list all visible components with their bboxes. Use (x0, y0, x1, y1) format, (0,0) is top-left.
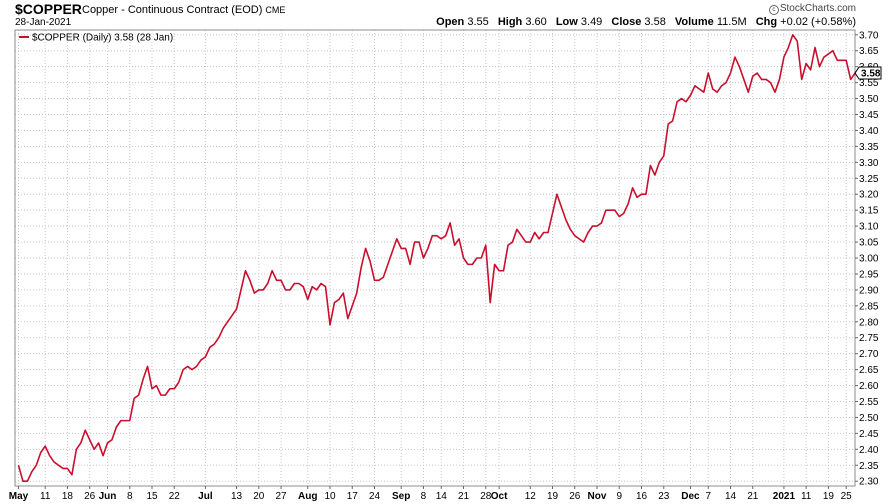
x-tick-label: Sep (392, 491, 410, 502)
description-text: Copper - Continuous Contract (EOD) (82, 4, 263, 16)
copyright-icon: c (768, 5, 779, 15)
y-tick-label: 3.10 (859, 222, 879, 233)
x-tick-label: 27 (275, 491, 287, 502)
chg-label: Chg (755, 16, 778, 28)
y-tick-label: 2.30 (859, 477, 879, 488)
y-axis: 2.30 2.35 2.40 2.45 2.50 2.55 2.60 2.65 2.70 2.75… (855, 30, 879, 488)
x-tick-label: 11 (40, 491, 51, 502)
x-tick-label: Aug (298, 491, 317, 502)
last-value-box (854, 66, 882, 80)
volume-label: Volume (674, 16, 714, 28)
x-tick-label: 19 (823, 491, 835, 502)
high-value: 3.60 (525, 16, 547, 28)
x-tick-label: 9 (616, 491, 622, 502)
chart-legend: $COPPER (Daily) 3.58 (28 Jan) (19, 33, 173, 44)
x-tick-label: 16 (636, 491, 648, 502)
y-tick-label: 3.35 (859, 142, 879, 153)
x-tick-label: Jul (198, 491, 213, 502)
low-label: Low (555, 16, 578, 28)
y-tick-label: 3.55 (859, 78, 879, 89)
x-tick-label: May (9, 491, 29, 502)
last-value-label: 3.58 (861, 69, 881, 80)
x-tick-label: 28 (480, 491, 492, 502)
y-tick-label: 3.45 (859, 110, 879, 121)
y-tick-label: 3.15 (859, 206, 879, 217)
open-label: Open (436, 16, 465, 28)
y-tick-label: 3.50 (859, 94, 879, 105)
x-tick-label: Jun (99, 491, 117, 502)
x-tick-label: 2021 (773, 491, 796, 502)
x-axis: May 11 18 26 Jun 8 15 22 Jul 13 20 27 Aug 10 17 24 Sep 8 1… (9, 486, 852, 502)
exchange-label: CME (265, 5, 286, 15)
x-tick-label: 15 (146, 491, 158, 502)
x-tick-label: 18 (62, 491, 74, 502)
x-tick-label: 22 (169, 491, 181, 502)
y-tick-label: 2.50 (859, 413, 879, 424)
brand-logo[interactable]: c StockCharts.com (768, 3, 856, 15)
close-value: 3.58 (644, 16, 666, 28)
low-value: 3.49 (580, 16, 603, 28)
x-tick-label: 8 (421, 491, 427, 502)
chart-header: $COPPER Copper - Continuous Contract (EO… (0, 0, 896, 32)
x-tick-label: Oct (491, 491, 508, 502)
y-tick-label: 2.65 (859, 365, 879, 376)
last-value-marker: 3.58 (854, 66, 882, 80)
x-tick-label: 24 (369, 491, 381, 502)
symbol-description: Copper - Continuous Contract (EOD) CME (82, 4, 285, 16)
y-tick-label: 3.20 (859, 190, 879, 201)
x-tick-label: 26 (84, 491, 96, 502)
x-tick-label: 11 (801, 491, 812, 502)
y-tick-label: 3.05 (859, 238, 879, 249)
y-tick-label: 3.40 (859, 126, 879, 137)
y-tick-label: 2.35 (859, 461, 879, 472)
x-tick-label: 14 (725, 491, 737, 502)
y-tick-label: 2.45 (859, 429, 879, 440)
brand-text: StockCharts.com (779, 3, 856, 14)
x-tick-label: Nov (588, 491, 607, 502)
y-tick-label: 3.65 (859, 46, 879, 57)
x-tick-label: 17 (347, 491, 359, 502)
x-tick-label: 10 (324, 491, 336, 502)
x-tick-label: 20 (253, 491, 265, 502)
symbol-title: $COPPER (15, 1, 82, 17)
x-tick-label: 13 (231, 491, 243, 502)
y-tick-label: 2.80 (859, 317, 879, 328)
x-tick-label: 8 (127, 491, 133, 502)
y-tick-label: 3.00 (859, 254, 879, 265)
high-label: High (497, 16, 523, 28)
y-tick-label: 2.60 (859, 381, 879, 392)
x-tick-label: 12 (525, 491, 537, 502)
x-tick-label: 26 (569, 491, 581, 502)
y-tick-label: 2.70 (859, 349, 879, 360)
ohlc-readout: Open 3.55 High 3.60 Low 3.49 Close 3.58 … (430, 16, 856, 28)
chart-grid (15, 30, 855, 486)
y-tick-label: 2.40 (859, 445, 879, 456)
y-tick-label: 3.70 (859, 30, 879, 41)
x-tick-label: 14 (436, 491, 448, 502)
chart-date: 28-Jan-2021 (15, 17, 72, 28)
volume-value: 11.5M (716, 16, 747, 28)
copper-price-line (17, 33, 856, 483)
y-tick-label: 3.25 (859, 174, 879, 185)
x-tick-label: 21 (747, 491, 759, 502)
x-tick-label: Dec (681, 491, 700, 502)
legend-label: $COPPER (Daily) 3.58 (28 Jan) (32, 33, 173, 44)
chg-value: +0.02 (+0.58%) (780, 16, 856, 28)
y-tick-label: 2.55 (859, 397, 879, 408)
open-value: 3.55 (467, 16, 489, 28)
x-tick-label: 25 (841, 491, 853, 502)
x-tick-label: 23 (658, 491, 670, 502)
y-tick-label: 2.90 (859, 285, 879, 296)
y-tick-label: 3.30 (859, 158, 879, 169)
x-tick-label: 7 (705, 491, 711, 502)
x-tick-label: 21 (458, 491, 470, 502)
close-label: Close (611, 16, 642, 28)
y-tick-label: 2.95 (859, 269, 879, 280)
y-tick-label: 2.75 (859, 333, 879, 344)
x-tick-label: 19 (547, 491, 559, 502)
y-tick-label: 2.85 (859, 301, 879, 312)
